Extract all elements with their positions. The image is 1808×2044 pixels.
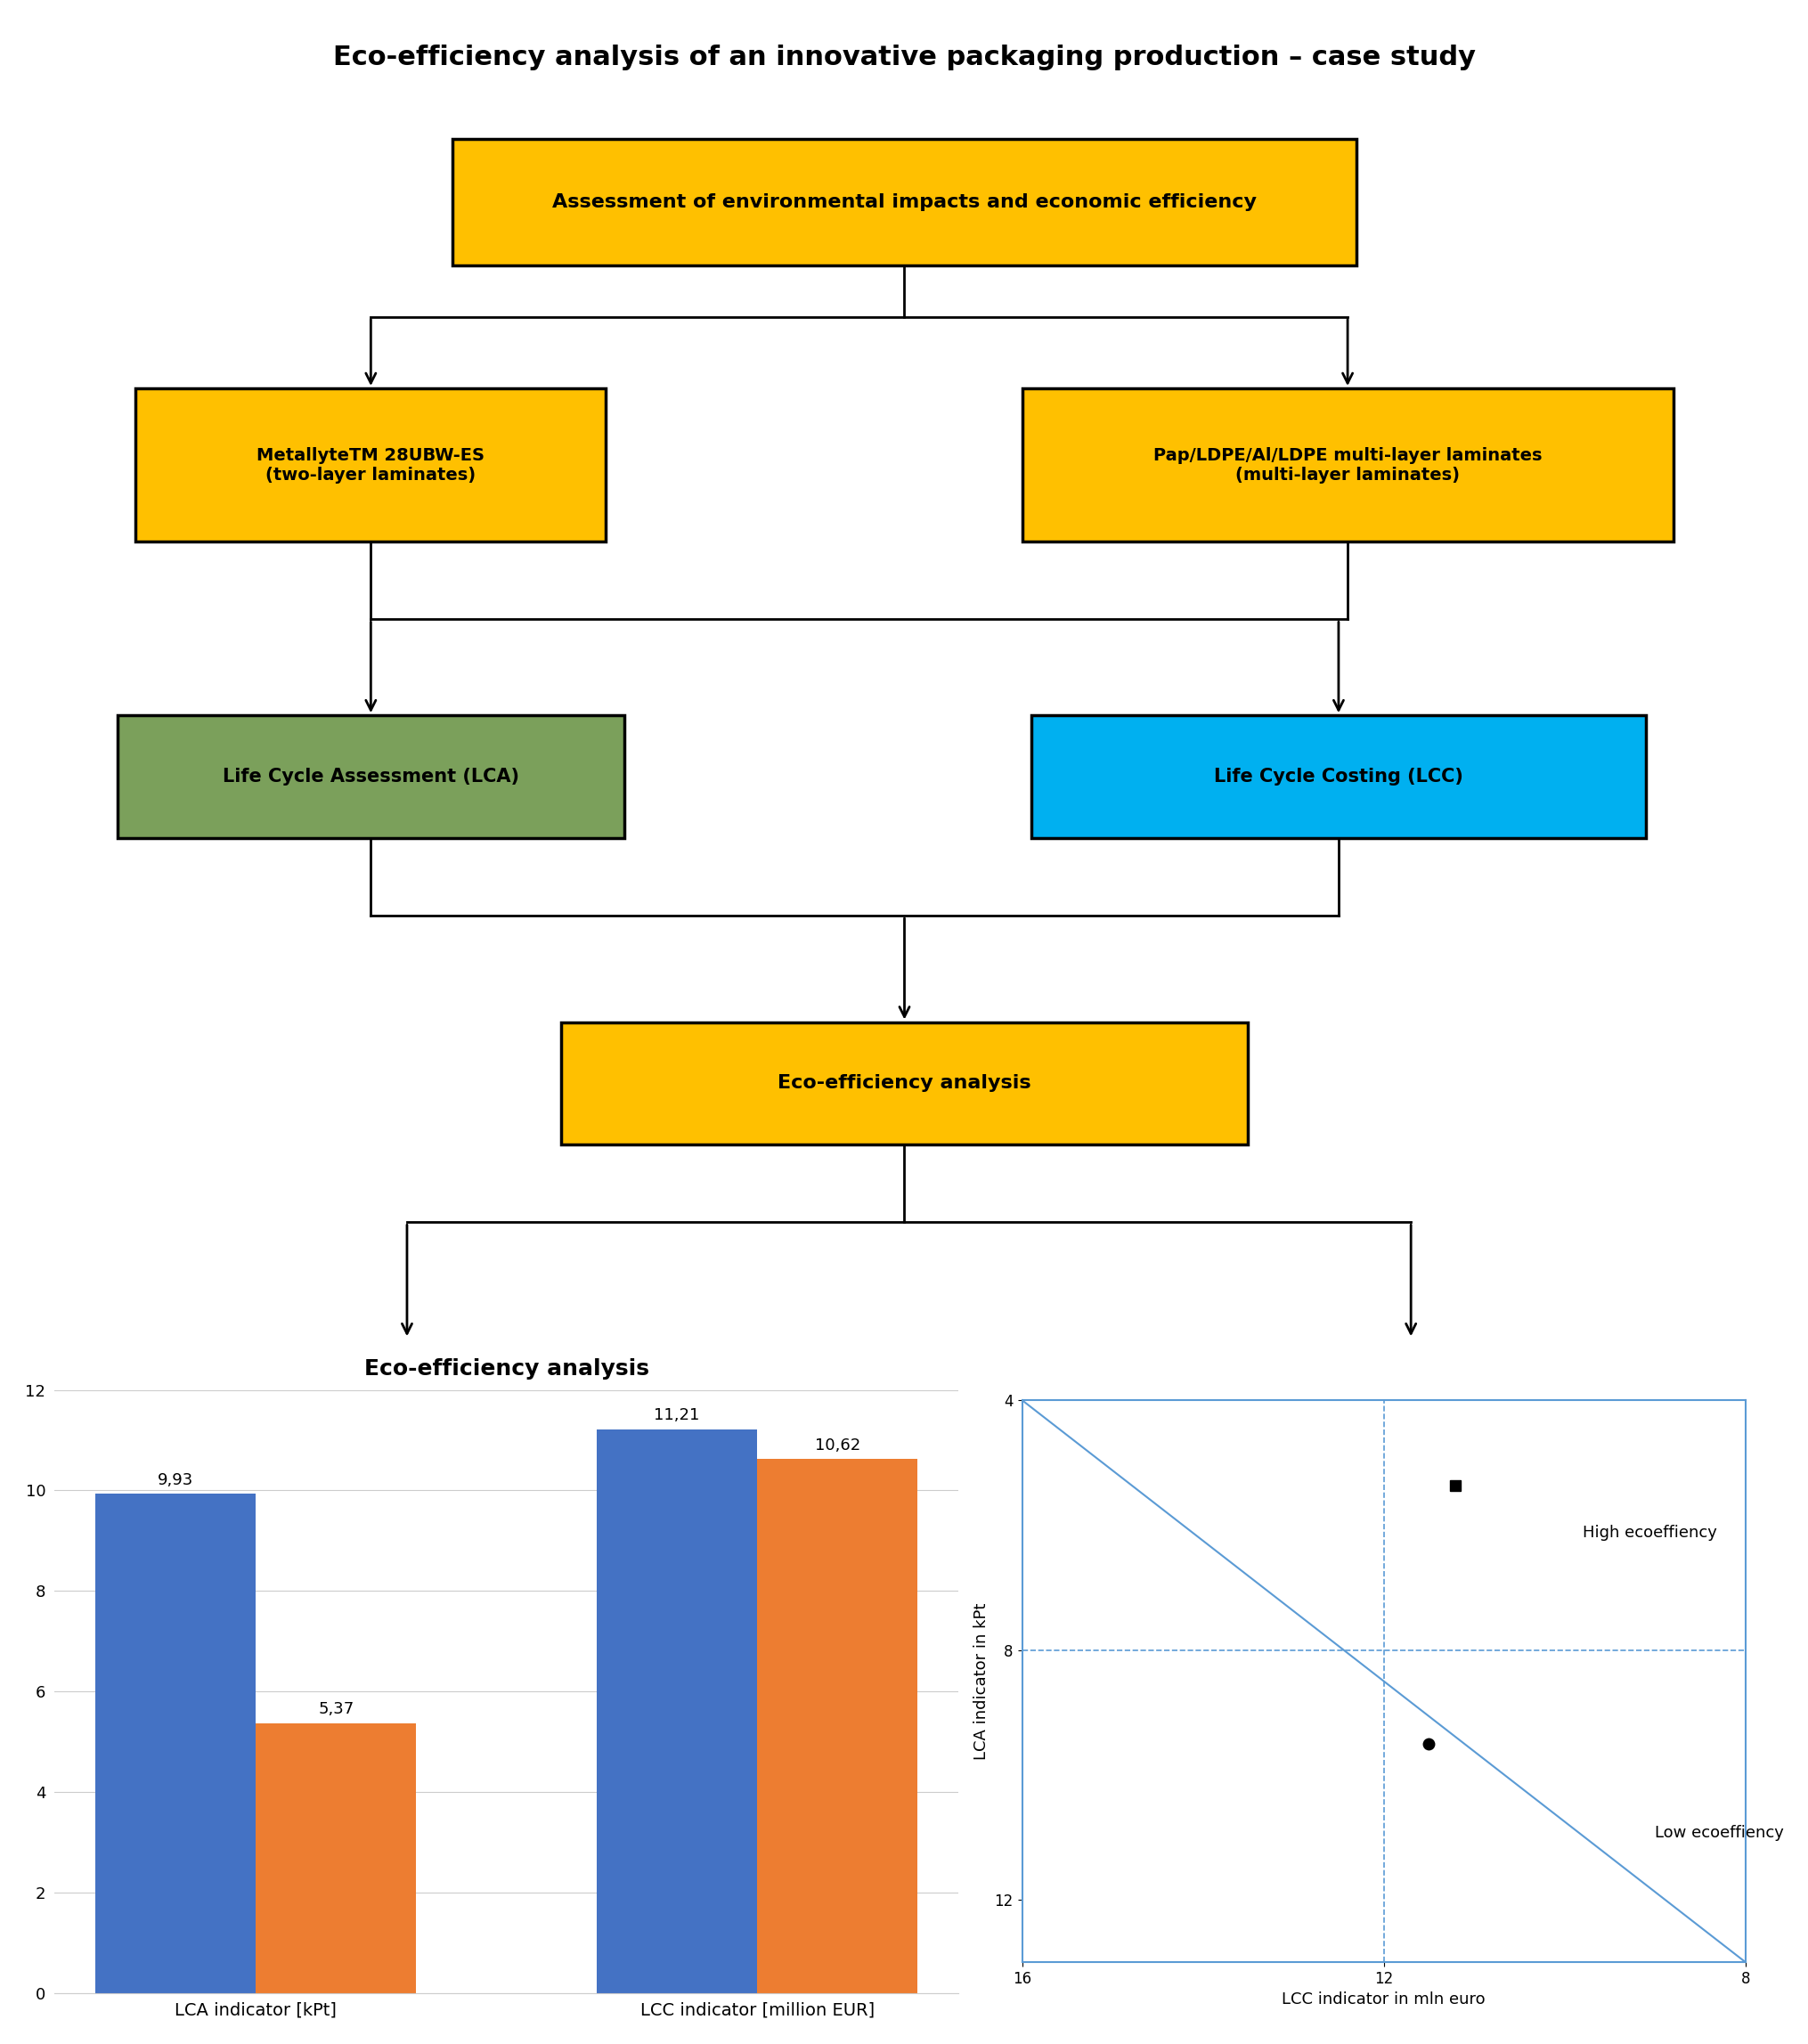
Text: Life Cycle Assessment (LCA): Life Cycle Assessment (LCA) (222, 769, 519, 785)
Text: 11,21: 11,21 (654, 1408, 700, 1423)
FancyBboxPatch shape (136, 388, 606, 542)
Bar (255, 1723, 416, 1993)
Text: Eco-efficiency analysis of an innovative packaging production – case study: Eco-efficiency analysis of an innovative… (333, 45, 1475, 72)
Title: Eco-efficiency analysis: Eco-efficiency analysis (363, 1357, 649, 1380)
Text: 5,37: 5,37 (318, 1701, 354, 1717)
Text: MetallyteTM 28UBW-ES
(two-layer laminates): MetallyteTM 28UBW-ES (two-layer laminate… (257, 448, 485, 482)
Bar (597, 1429, 758, 1993)
Text: Assessment of environmental impacts and economic efficiency: Assessment of environmental impacts and … (551, 194, 1257, 211)
FancyBboxPatch shape (1031, 715, 1645, 838)
Text: Pap/LDPE/Al/LDPE multi-layer laminates
(multi-layer laminates): Pap/LDPE/Al/LDPE multi-layer laminates (… (1154, 448, 1540, 482)
FancyBboxPatch shape (118, 715, 624, 838)
Bar (96, 1494, 255, 1993)
Bar (758, 1459, 917, 1993)
X-axis label: LCC indicator in mln euro: LCC indicator in mln euro (1282, 1993, 1484, 2007)
FancyBboxPatch shape (452, 139, 1356, 266)
Text: Life Cycle Costing (LCC): Life Cycle Costing (LCC) (1213, 769, 1463, 785)
Text: Eco-efficiency analysis: Eco-efficiency analysis (777, 1075, 1031, 1091)
Y-axis label: LCA indicator in kPt: LCA indicator in kPt (973, 1602, 989, 1760)
FancyBboxPatch shape (1022, 388, 1672, 542)
FancyBboxPatch shape (560, 1022, 1248, 1145)
Text: 9,93: 9,93 (157, 1472, 193, 1488)
Text: 10,62: 10,62 (814, 1437, 861, 1453)
Text: High ecoeffiency: High ecoeffiency (1582, 1525, 1716, 1541)
Text: Low ecoeffiency: Low ecoeffiency (1654, 1825, 1783, 1842)
